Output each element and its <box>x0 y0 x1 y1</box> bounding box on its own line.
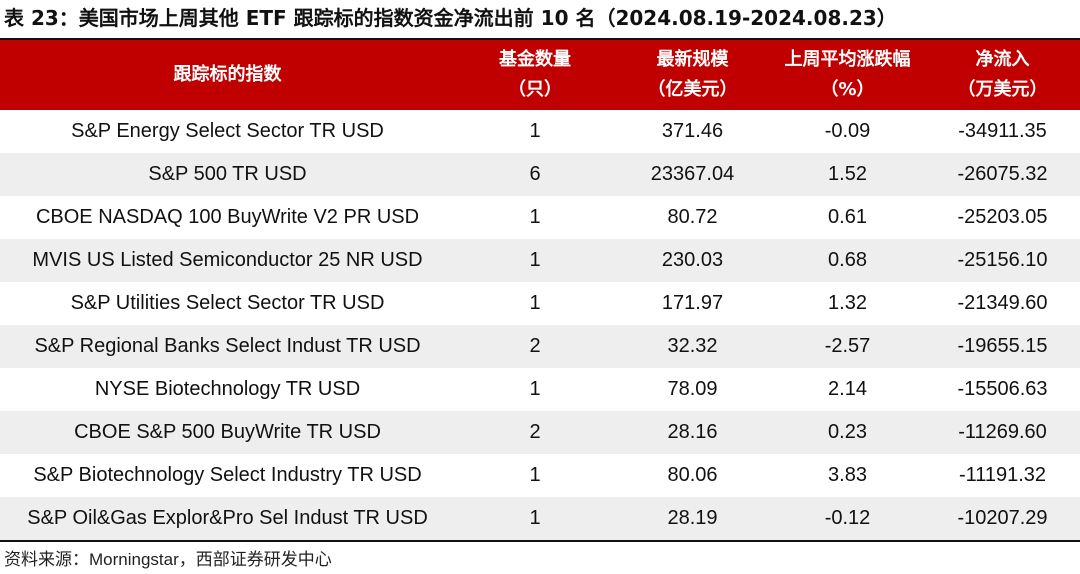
cell-latest-size: 78.09 <box>667 378 718 400</box>
cell-index-name: MVIS US Listed Semiconductor 25 NR USD <box>0 239 455 282</box>
cell-fund-count: 1 <box>529 464 541 486</box>
cell-avg-change: -2.57 <box>770 325 925 368</box>
header-latest-size: 最新规模 （亿美元） <box>647 49 738 100</box>
cell-net-inflow: -15506.63 <box>957 378 1048 400</box>
table-row: S&P Oil&Gas Explor&Pro Sel Indust TR USD… <box>0 497 1080 542</box>
cell-net-inflow: -10207.29 <box>925 497 1080 542</box>
table-row: NYSE Biotechnology TR USD 1 78.09 2.14 -… <box>0 368 1080 411</box>
cell-avg-change: 2.14 <box>828 378 867 400</box>
cell-fund-count: 2 <box>455 325 615 368</box>
cell-avg-change: -0.12 <box>770 497 925 542</box>
cell-avg-change: 1.32 <box>828 292 867 314</box>
table-row: S&P Utilities Select Sector TR USD 1 171… <box>0 282 1080 325</box>
cell-index-name: S&P 500 TR USD <box>0 153 455 196</box>
table-row: CBOE NASDAQ 100 BuyWrite V2 PR USD 1 80.… <box>0 196 1080 239</box>
table-header: 跟踪标的指数 基金数量 （只） 最新规模 （亿美元） 上周平均涨跌幅 （%） 净流入（… <box>0 40 1080 110</box>
cell-avg-change: 1.52 <box>770 153 925 196</box>
table-row: S&P Regional Banks Select Indust TR USD … <box>0 325 1080 368</box>
cell-net-inflow: -19655.15 <box>925 325 1080 368</box>
cell-fund-count: 2 <box>455 411 615 454</box>
cell-net-inflow: -21349.60 <box>957 292 1048 314</box>
cell-index-name: S&P Utilities Select Sector TR USD <box>70 292 385 314</box>
table-row: CBOE S&P 500 BuyWrite TR USD 2 28.16 0.2… <box>0 411 1080 454</box>
cell-latest-size: 80.06 <box>667 464 718 486</box>
cell-net-inflow: -11269.60 <box>925 411 1080 454</box>
cell-fund-count: 6 <box>455 153 615 196</box>
cell-fund-count: 1 <box>529 378 541 400</box>
cell-index-name: CBOE NASDAQ 100 BuyWrite V2 PR USD <box>35 206 420 228</box>
cell-index-name: S&P Energy Select Sector TR USD <box>71 120 384 142</box>
cell-fund-count: 1 <box>455 239 615 282</box>
cell-avg-change: -0.09 <box>824 120 871 142</box>
source-note: 资料来源：Morningstar，西部证券研发中心 <box>0 545 332 570</box>
cell-latest-size: 32.32 <box>615 325 770 368</box>
cell-latest-size: 28.16 <box>615 411 770 454</box>
header-row: 跟踪标的指数 基金数量 （只） 最新规模 （亿美元） 上周平均涨跌幅 （%） 净流入（… <box>0 40 1080 110</box>
cell-index-name: NYSE Biotechnology TR USD <box>94 378 361 400</box>
table-row: S&P Biotechnology Select Industry TR USD… <box>0 454 1080 497</box>
source-prefix: 资料来源： <box>4 550 89 570</box>
cell-net-inflow: -25203.05 <box>957 206 1048 228</box>
table-row: S&P Energy Select Sector TR USD 1 371.46… <box>0 110 1080 153</box>
source-name: Morningstar <box>89 550 179 569</box>
cell-avg-change: 0.23 <box>770 411 925 454</box>
cell-latest-size: 80.72 <box>667 206 718 228</box>
cell-index-name: CBOE S&P 500 BuyWrite TR USD <box>0 411 455 454</box>
cell-fund-count: 1 <box>529 292 541 314</box>
cell-latest-size: 23367.04 <box>615 153 770 196</box>
table-row: S&P 500 TR USD 6 23367.04 1.52 -26075.32 <box>0 153 1080 196</box>
cell-net-inflow: -11191.32 <box>958 464 1047 486</box>
header-avg-change: 上周平均涨跌幅 （%） <box>784 49 911 100</box>
source-suffix: ，西部证券研发中心 <box>178 550 332 570</box>
header-tracking-index: 跟踪标的指数 <box>173 64 282 85</box>
cell-net-inflow: -34911.35 <box>958 120 1047 142</box>
table-title: 表 23：美国市场上周其他 ETF 跟踪标的指数资金净流出前 10 名（2024… <box>4 6 897 30</box>
header-fund-count: 基金数量 （只） <box>499 49 571 100</box>
cell-avg-change: 3.83 <box>828 464 867 486</box>
table-row: MVIS US Listed Semiconductor 25 NR USD 1… <box>0 239 1080 282</box>
cell-net-inflow: -25156.10 <box>925 239 1080 282</box>
cell-fund-count: 1 <box>455 497 615 542</box>
cell-avg-change: 0.61 <box>828 206 867 228</box>
table-body: S&P Energy Select Sector TR USD 1 371.46… <box>0 110 1080 542</box>
cell-fund-count: 1 <box>529 206 541 228</box>
cell-index-name: S&P Oil&Gas Explor&Pro Sel Indust TR USD <box>0 497 455 542</box>
cell-net-inflow: -26075.32 <box>925 153 1080 196</box>
cell-index-name: S&P Biotechnology Select Industry TR USD <box>33 464 422 486</box>
cell-latest-size: 28.19 <box>615 497 770 542</box>
etf-outflow-table: 跟踪标的指数 基金数量 （只） 最新规模 （亿美元） 上周平均涨跌幅 （%） 净流入（… <box>0 40 1080 542</box>
cell-avg-change: 0.68 <box>770 239 925 282</box>
cell-latest-size: 371.46 <box>661 120 724 142</box>
cell-index-name: S&P Regional Banks Select Indust TR USD <box>0 325 455 368</box>
cell-latest-size: 230.03 <box>615 239 770 282</box>
header-net-inflow: 净流入 （万美元） <box>957 49 1048 100</box>
cell-latest-size: 171.97 <box>661 292 724 314</box>
cell-fund-count: 1 <box>529 120 541 142</box>
title-rule <box>0 38 1080 40</box>
